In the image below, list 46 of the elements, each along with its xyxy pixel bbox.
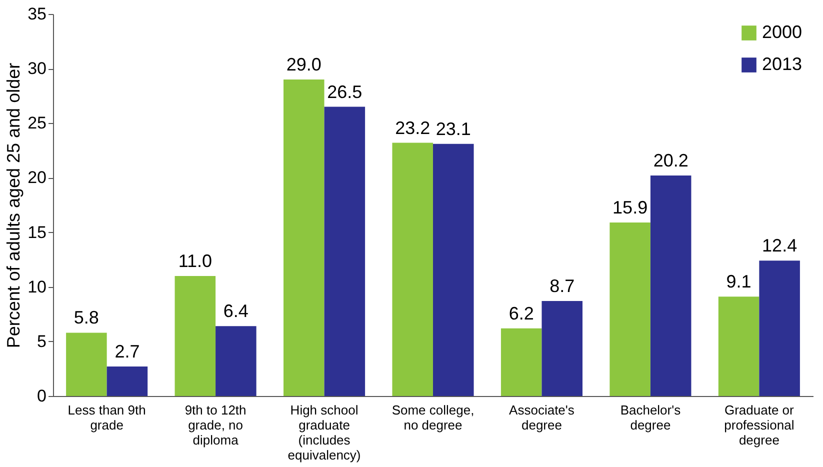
x-tick-label: Graduate or professional degree	[724, 402, 795, 448]
bar	[284, 79, 324, 396]
data-label: 6.4	[223, 301, 248, 322]
data-label: 23.2	[395, 118, 430, 138]
bar	[610, 222, 650, 396]
bar	[106, 366, 148, 396]
y-tick-label: 0	[37, 386, 46, 406]
legend-label: 2013	[762, 54, 802, 74]
data-label: 5.8	[74, 308, 99, 328]
data-label: 15.9	[612, 197, 648, 218]
bar	[759, 260, 800, 396]
y-tick-label: 25	[28, 114, 46, 133]
data-label: 23.1	[436, 118, 471, 139]
x-tick-label: High school graduate (includes equivalency)	[288, 402, 361, 462]
bar	[433, 144, 474, 396]
data-label: 26.5	[327, 82, 362, 102]
y-tick-label: 35	[28, 4, 46, 24]
x-tick-label: 9th to 12th grade, no diploma	[184, 402, 246, 448]
x-tick-label: Bachelor's degree	[620, 402, 682, 432]
data-label: 12.4	[762, 236, 798, 256]
y-tick-label: 15	[28, 222, 46, 242]
bar	[650, 176, 692, 396]
bar	[216, 326, 256, 396]
y-tick-label: 30	[28, 59, 46, 78]
data-label: 29.0	[286, 54, 322, 74]
data-label: 11.0	[178, 250, 212, 271]
bar	[542, 301, 582, 396]
bar	[500, 328, 542, 396]
bar	[174, 276, 216, 396]
data-label: 6.2	[508, 303, 534, 324]
data-label: 2.7	[114, 342, 140, 362]
bar	[392, 142, 433, 396]
legend-label: 2000	[762, 22, 802, 42]
y-tick-label: 20	[28, 168, 46, 188]
y-tick-label: 5	[37, 332, 46, 351]
x-tick-label: Some college, no degree	[392, 402, 474, 432]
bar	[718, 296, 760, 396]
data-label: 20.2	[653, 150, 688, 171]
bar	[66, 332, 107, 396]
data-label: 9.1	[726, 272, 752, 292]
x-tick-label: Less than 9th grade	[68, 402, 146, 432]
bar	[324, 106, 366, 396]
y-axis-title: Percent of adults aged 25 and older	[4, 62, 24, 348]
y-tick-label: 10	[28, 277, 46, 296]
data-label: 8.7	[550, 276, 575, 296]
x-tick-label: Associate's degree	[509, 402, 575, 432]
